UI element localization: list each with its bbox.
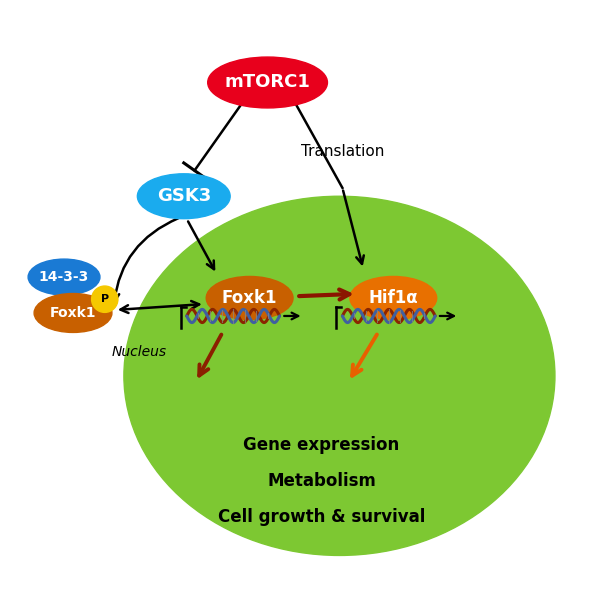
Text: GSK3: GSK3 [157,187,211,206]
Text: P: P [101,294,109,304]
Text: Gene expression: Gene expression [243,436,399,454]
Ellipse shape [34,294,112,333]
Circle shape [92,286,118,313]
Ellipse shape [350,277,436,320]
Text: Nucleus: Nucleus [111,345,166,359]
Ellipse shape [28,259,100,295]
Ellipse shape [124,196,555,556]
Text: mTORC1: mTORC1 [225,74,311,91]
Text: Metabolism: Metabolism [267,472,376,489]
Ellipse shape [137,174,230,219]
Text: Foxk1: Foxk1 [222,289,277,307]
Ellipse shape [208,57,327,108]
Text: Hif1α: Hif1α [368,289,418,307]
Text: Cell growth & survival: Cell growth & survival [218,508,425,525]
Text: Translation: Translation [300,144,384,159]
Ellipse shape [206,277,293,320]
Text: Foxk1: Foxk1 [50,306,97,320]
Text: 14-3-3: 14-3-3 [39,270,89,284]
